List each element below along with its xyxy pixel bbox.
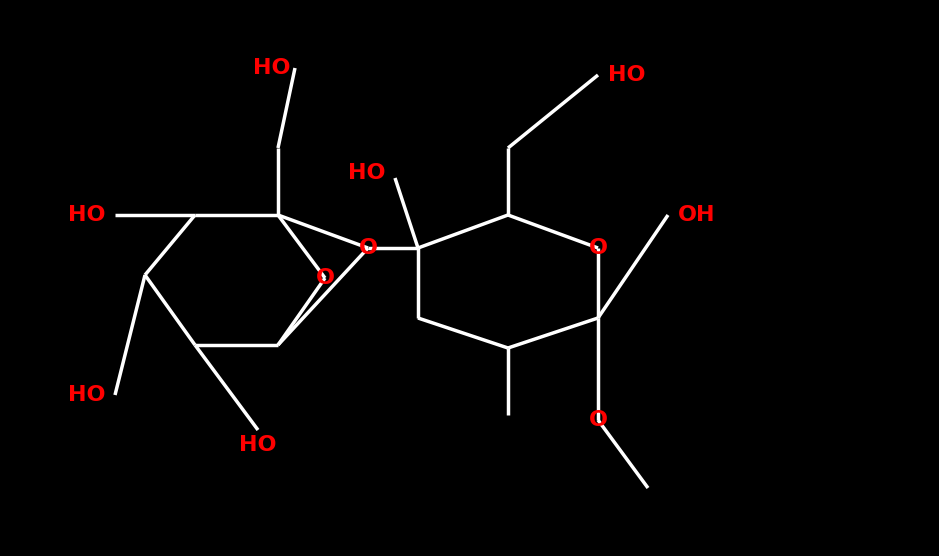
Text: O: O: [316, 268, 334, 288]
Text: O: O: [589, 238, 608, 258]
Text: OH: OH: [678, 205, 716, 225]
Text: HO: HO: [68, 385, 105, 405]
Text: O: O: [589, 410, 608, 430]
Text: HO: HO: [253, 58, 290, 78]
Text: HO: HO: [347, 163, 385, 183]
Text: O: O: [359, 238, 377, 258]
Text: HO: HO: [68, 205, 105, 225]
Text: HO: HO: [608, 65, 645, 85]
Text: HO: HO: [239, 435, 277, 455]
